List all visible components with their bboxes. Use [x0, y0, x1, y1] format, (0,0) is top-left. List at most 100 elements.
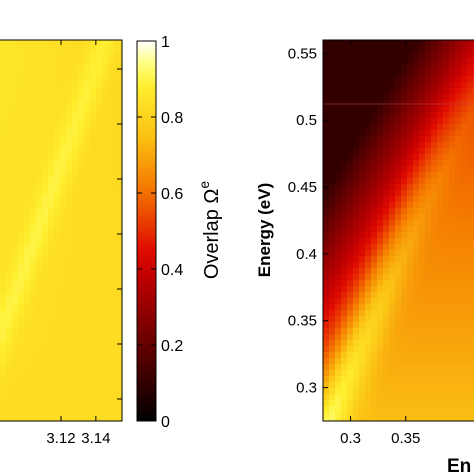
- heatmap-cell: [36, 214, 43, 221]
- heatmap-cell: [84, 136, 91, 143]
- heatmap-cell: [30, 70, 37, 77]
- heatmap-cell: [54, 214, 61, 221]
- heatmap-cell: [36, 418, 43, 421]
- heatmap-cell: [461, 412, 468, 419]
- heatmap-cell: [18, 202, 25, 209]
- heatmap-cell: [72, 256, 79, 263]
- heatmap-cell: [48, 406, 55, 413]
- heatmap-cell: [30, 196, 37, 203]
- heatmap-cell: [341, 166, 348, 173]
- heatmap-cell: [323, 214, 330, 221]
- heatmap-cell: [6, 310, 13, 317]
- heatmap-cell: [90, 64, 97, 71]
- heatmap-cell: [353, 124, 360, 131]
- heatmap-cell: [102, 76, 109, 83]
- heatmap-cell: [30, 88, 37, 95]
- heatmap-cell: [18, 406, 25, 413]
- heatmap-cell: [18, 334, 25, 341]
- heatmap-cell: [90, 208, 97, 215]
- heatmap-cell: [419, 322, 426, 329]
- heatmap-cell: [407, 358, 414, 365]
- heatmap-cell: [383, 76, 390, 83]
- heatmap-cell: [371, 364, 378, 371]
- heatmap-cell: [455, 148, 462, 155]
- heatmap-cell: [455, 346, 462, 353]
- heatmap-cell: [36, 172, 43, 179]
- heatmap-cell: [96, 340, 103, 347]
- heatmap-cell: [437, 214, 444, 221]
- heatmap-cell: [467, 352, 474, 359]
- heatmap-cell: [401, 352, 408, 359]
- heatmap-cell: [359, 64, 366, 71]
- heatmap-cell: [12, 274, 19, 281]
- heatmap-cell: [329, 220, 336, 227]
- heatmap-cell: [90, 256, 97, 263]
- heatmap-cell: [54, 352, 61, 359]
- heatmap-cell: [6, 76, 13, 83]
- heatmap-cell: [383, 184, 390, 191]
- heatmap-cell: [449, 178, 456, 185]
- heatmap-cell: [96, 346, 103, 353]
- heatmap-cell: [6, 100, 13, 107]
- heatmap-cell: [425, 112, 432, 119]
- heatmap-cell: [90, 334, 97, 341]
- heatmap-cell: [54, 298, 61, 305]
- heatmap-cell: [18, 178, 25, 185]
- heatmap-cell: [60, 244, 67, 251]
- heatmap-cell: [407, 88, 414, 95]
- heatmap-cell: [12, 220, 19, 227]
- heatmap-cell: [443, 76, 450, 83]
- heatmap-cell: [383, 274, 390, 281]
- heatmap-cell: [455, 64, 462, 71]
- heatmap-cell: [347, 220, 354, 227]
- heatmap-cell: [443, 214, 450, 221]
- heatmap-cell: [12, 340, 19, 347]
- heatmap-cell: [359, 148, 366, 155]
- heatmap-cell: [66, 352, 73, 359]
- heatmap-cell: [335, 214, 342, 221]
- heatmap-cell: [413, 340, 420, 347]
- heatmap-cell: [335, 400, 342, 407]
- heatmap-cell: [329, 334, 336, 341]
- heatmap-cell: [72, 100, 79, 107]
- heatmap-cell: [96, 388, 103, 395]
- heatmap-cell: [42, 238, 49, 245]
- heatmap-cell: [36, 262, 43, 269]
- heatmap-cell: [389, 124, 396, 131]
- heatmap-cell: [425, 418, 432, 421]
- heatmap-cell: [6, 250, 13, 257]
- heatmap-cell: [72, 106, 79, 113]
- heatmap-cell: [365, 256, 372, 263]
- heatmap-cell: [72, 238, 79, 245]
- heatmap-cell: [36, 292, 43, 299]
- heatmap-cell: [66, 310, 73, 317]
- heatmap-cell: [335, 184, 342, 191]
- heatmap-cell: [24, 58, 31, 65]
- heatmap-cell: [60, 328, 67, 335]
- heatmap-cell: [114, 172, 121, 179]
- heatmap-cell: [18, 322, 25, 329]
- heatmap-cell: [66, 382, 73, 389]
- heatmap-cell: [78, 190, 85, 197]
- heatmap-cell: [467, 256, 474, 263]
- heatmap-cell: [413, 244, 420, 251]
- heatmap-cell: [425, 130, 432, 137]
- heatmap-cell: [90, 160, 97, 167]
- heatmap-cell: [54, 208, 61, 215]
- heatmap-cell: [401, 226, 408, 233]
- heatmap-cell: [102, 280, 109, 287]
- heatmap-cell: [341, 64, 348, 71]
- heatmap-cell: [48, 364, 55, 371]
- heatmap-cell: [78, 118, 85, 125]
- heatmap-cell: [425, 268, 432, 275]
- heatmap-cell: [371, 280, 378, 287]
- heatmap-cell: [335, 196, 342, 203]
- heatmap-cell: [347, 154, 354, 161]
- heatmap-cell: [329, 388, 336, 395]
- heatmap-cell: [455, 418, 462, 421]
- heatmap-cell: [323, 106, 330, 113]
- heatmap-cell: [90, 250, 97, 257]
- heatmap-cell: [437, 238, 444, 245]
- heatmap-cell: [329, 160, 336, 167]
- heatmap-cell: [102, 382, 109, 389]
